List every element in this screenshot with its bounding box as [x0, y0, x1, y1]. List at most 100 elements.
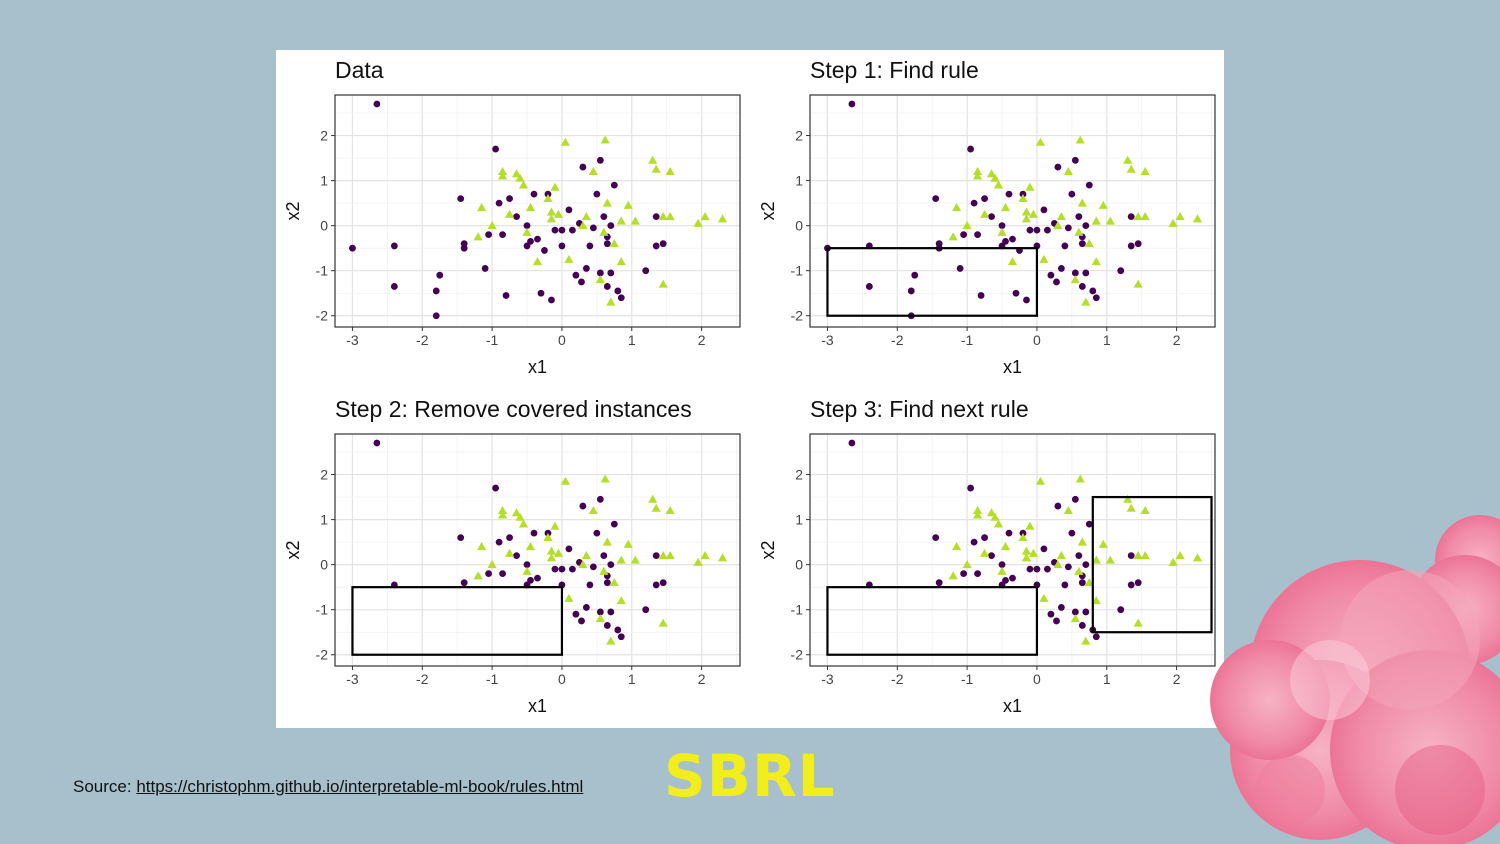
axis-label-y: x2 [758, 201, 778, 220]
data-point-triangle [600, 474, 610, 483]
data-point-triangle [1028, 209, 1039, 218]
data-point-circle [572, 271, 580, 279]
data-point-circle [582, 604, 590, 611]
tick-label-x: 0 [558, 671, 566, 687]
tick-label-y: 1 [795, 173, 803, 189]
data-point-circle [1082, 561, 1090, 569]
data-point-circle [582, 265, 590, 272]
data-point-triangle [518, 519, 529, 528]
data-point-triangle [1025, 182, 1035, 191]
data-point-circle [642, 606, 650, 614]
tick-label-x: -3 [346, 671, 359, 687]
data-point-circle [578, 617, 585, 625]
data-point-triangle [665, 505, 675, 515]
panel-border [334, 433, 741, 667]
data-point-triangle [515, 512, 525, 521]
data-point-triangle [1000, 203, 1011, 212]
data-point-circle [558, 565, 566, 573]
data-point-triangle [578, 560, 588, 569]
data-point-triangle [979, 209, 990, 218]
data-point-circle [1071, 156, 1079, 164]
data-point-triangle [1133, 212, 1143, 221]
tick-label-x: -2 [891, 671, 904, 687]
data-point-circle [565, 206, 573, 214]
axis-label-x: x1 [528, 696, 547, 716]
tick-label-y: 1 [320, 173, 328, 189]
tick-label-y: 0 [795, 557, 803, 573]
data-point-triangle [986, 169, 997, 178]
tick-label-y: -1 [791, 263, 804, 279]
data-point-triangle [504, 209, 515, 218]
data-point-circle [1005, 190, 1013, 198]
data-point-circle [485, 570, 493, 578]
data-point-circle [1002, 577, 1009, 584]
data-point-circle [1127, 552, 1135, 560]
data-point-triangle [1053, 560, 1063, 569]
data-point-circle [527, 577, 534, 584]
data-point-triangle [952, 542, 962, 551]
data-point-triangle [497, 171, 508, 180]
data-point-circle [534, 235, 541, 243]
data-point-triangle [648, 494, 658, 503]
data-point-triangle [658, 551, 668, 560]
data-point-circle [1057, 265, 1065, 272]
data-point-triangle [497, 510, 508, 519]
data-point-triangle [630, 216, 640, 225]
data-point-circle [558, 226, 566, 234]
data-point-triangle [1168, 557, 1178, 566]
data-point-circle [586, 242, 594, 250]
data-point-triangle [522, 566, 532, 575]
data-point-circle [652, 242, 660, 250]
data-point-triangle [1091, 257, 1101, 266]
data-point-triangle [511, 508, 522, 517]
data-point-circle [1127, 242, 1135, 250]
data-point-triangle [1018, 533, 1028, 542]
data-point-triangle [1056, 212, 1066, 221]
data-point-circle [1061, 581, 1069, 589]
data-point-circle [457, 534, 465, 542]
data-point-circle [1075, 552, 1083, 560]
data-point-triangle [1075, 474, 1085, 483]
axis-label-x: x1 [1003, 696, 1022, 716]
axis-label-y: x2 [758, 540, 778, 559]
data-point-triangle [546, 553, 557, 562]
tick-label-x: -3 [346, 332, 359, 348]
data-point-triangle [553, 548, 564, 557]
data-point-triangle [979, 548, 990, 557]
tick-label-x: -1 [486, 671, 499, 687]
data-point-circle [981, 195, 988, 203]
source-link[interactable]: https://christophm.github.io/interpretab… [136, 777, 584, 796]
data-point-triangle [564, 593, 574, 602]
data-point-circle [523, 561, 531, 569]
data-point-triangle [693, 557, 703, 566]
data-point-triangle [1168, 218, 1178, 227]
data-point-triangle [560, 137, 571, 146]
data-point-triangle [553, 209, 564, 218]
data-point-circle [506, 195, 513, 203]
data-point-circle [436, 271, 444, 279]
data-point-circle [1085, 520, 1093, 528]
data-point-circle [1044, 565, 1051, 573]
rule-rectangle [1091, 495, 1213, 634]
tick-label-y: -2 [316, 647, 329, 663]
data-point-triangle [1007, 257, 1018, 266]
data-point-circle [499, 231, 506, 239]
tick-label-y: 2 [320, 128, 328, 144]
data-point-circle [659, 240, 667, 248]
data-point-triangle [972, 171, 983, 180]
tick-label-x: -2 [416, 671, 429, 687]
data-point-circle [1127, 213, 1135, 221]
data-point-circle [596, 495, 604, 503]
tick-label-y: -2 [316, 308, 329, 324]
data-point-triangle [993, 519, 1004, 528]
tick-label-y: 0 [320, 557, 328, 573]
data-point-triangle [546, 546, 557, 555]
data-point-triangle [477, 542, 487, 551]
data-point-circle [977, 292, 985, 299]
data-point-circle [932, 195, 940, 203]
data-point-triangle [595, 275, 605, 284]
data-point-circle [565, 545, 573, 553]
data-point-triangle [588, 166, 598, 176]
data-point-circle [1033, 226, 1041, 234]
data-point-circle [551, 226, 559, 234]
